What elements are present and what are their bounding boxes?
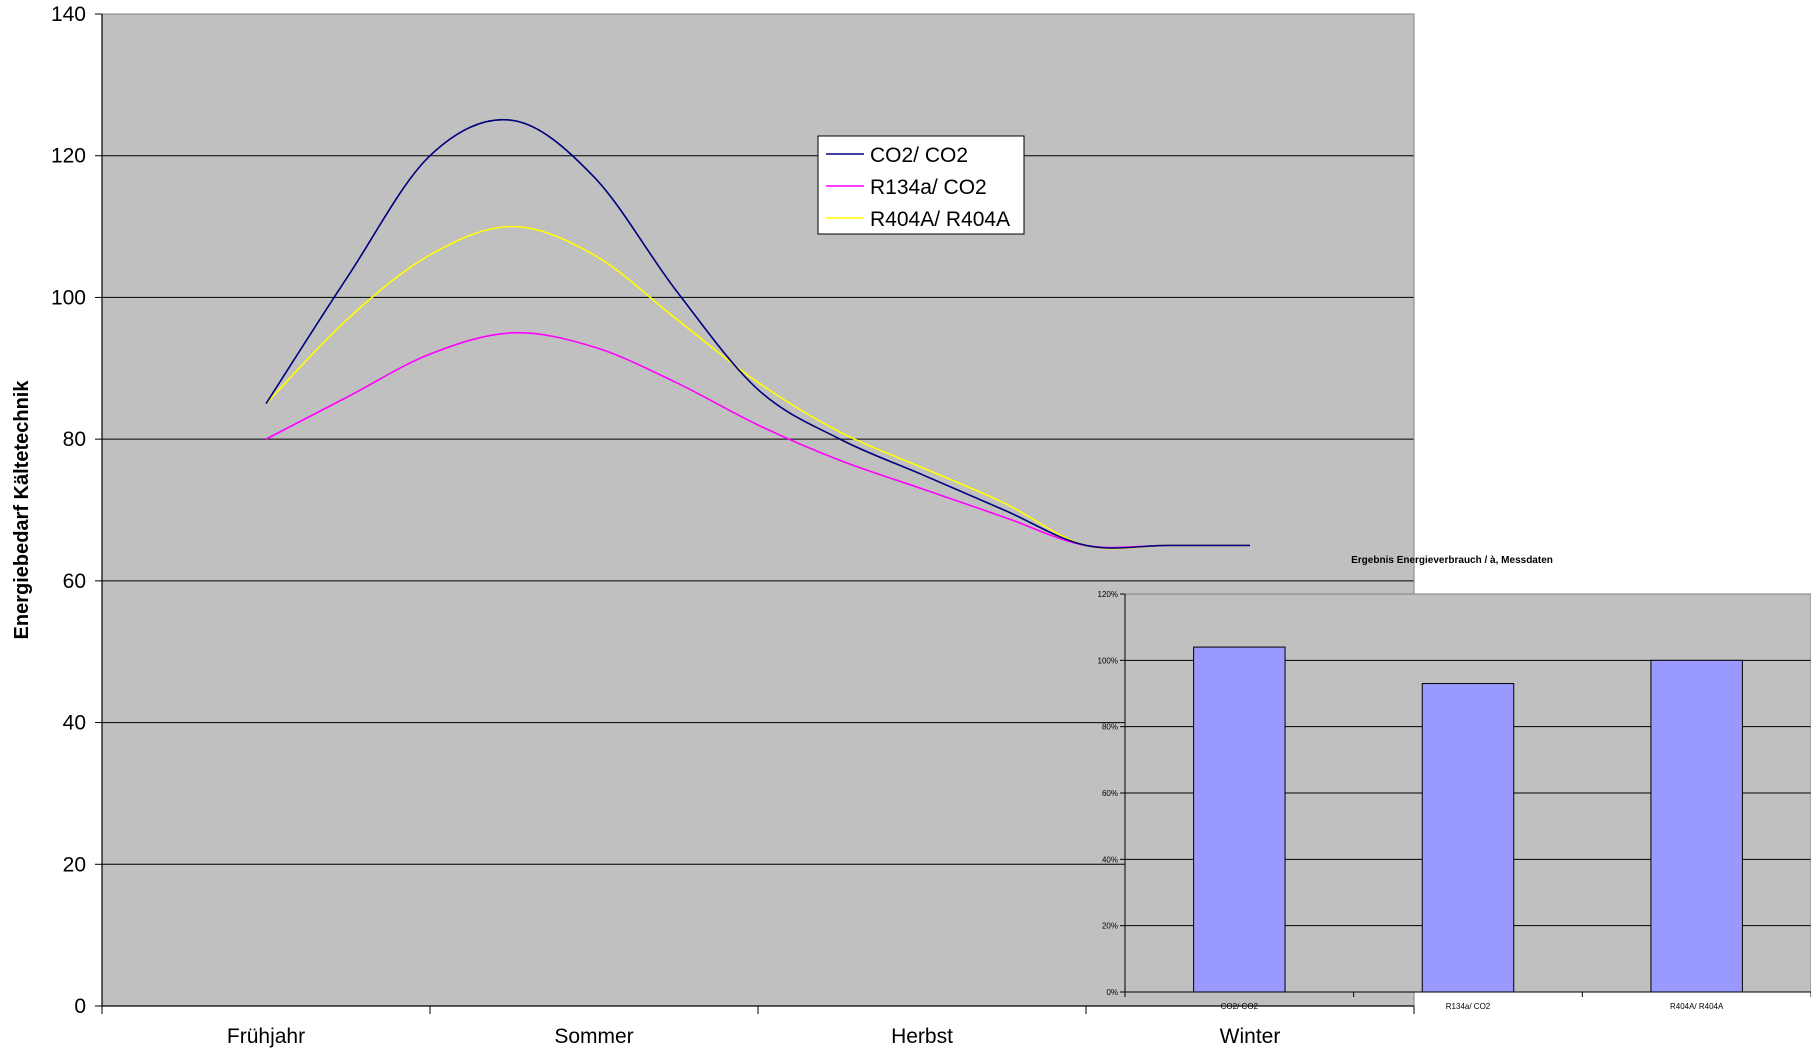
inset-x-tick-label: R404A/ R404A <box>1670 1002 1724 1011</box>
inset-y-tick-label: 60% <box>1102 789 1118 798</box>
inset-bars <box>1193 646 1743 993</box>
inset-chart-title: Ergebnis Energieverbrauch / à, Messdaten <box>1351 555 1553 566</box>
x-tick-label: Winter <box>1220 1025 1281 1048</box>
inset-bar <box>1193 646 1286 993</box>
inset-y-tick-label: 80% <box>1102 723 1118 732</box>
x-tick-label: Sommer <box>554 1025 633 1048</box>
y-tick-label: 100 <box>51 286 86 309</box>
y-tick-label: 140 <box>51 3 86 26</box>
legend-label: CO2/ CO2 <box>870 144 968 167</box>
inset-y-tick-label: 20% <box>1102 922 1118 931</box>
axes: 0 20 40 60 80 100 120 140 Frühjahr Sommer Herbst Wi… <box>51 3 1415 1048</box>
inset-y-tick-label: 0% <box>1106 988 1118 997</box>
y-tick-label: 40 <box>63 712 86 735</box>
y-tick-label: 60 <box>63 570 86 593</box>
y-tick-label: 20 <box>63 853 86 876</box>
series-lines <box>265 118 1250 550</box>
inset-x-tick-label: R134a/ CO2 <box>1446 1002 1491 1011</box>
x-tick-label: Frühjahr <box>227 1025 305 1048</box>
legend: CO2/ CO2 R134a/ CO2 R404A/ R404A <box>817 135 1025 235</box>
y-tick-label: 0 <box>74 995 86 1018</box>
y-tick-label: 80 <box>63 428 86 451</box>
y-axis-label: Energiebedarf Kältetechnik <box>11 380 33 640</box>
inset-y-tick-label: 40% <box>1102 855 1118 864</box>
inset-axes: 0% 20% 40% 60% 80% 100% 120% CO2/ CO2 R134a/ CO2… <box>1098 590 1811 1011</box>
x-tick-label: Herbst <box>891 1025 953 1048</box>
inset-x-tick-label: CO2/ CO2 <box>1221 1002 1259 1011</box>
legend-label: R134a/ CO2 <box>870 176 987 199</box>
series-line <box>265 118 1250 549</box>
y-tick-label: 120 <box>51 145 86 168</box>
legend-label: R404A/ R404A <box>870 208 1010 231</box>
inset-y-tick-label: 120% <box>1098 590 1118 599</box>
inset-bar <box>1421 683 1515 993</box>
inset-y-tick-label: 100% <box>1098 656 1118 665</box>
inset-bar <box>1650 659 1743 993</box>
